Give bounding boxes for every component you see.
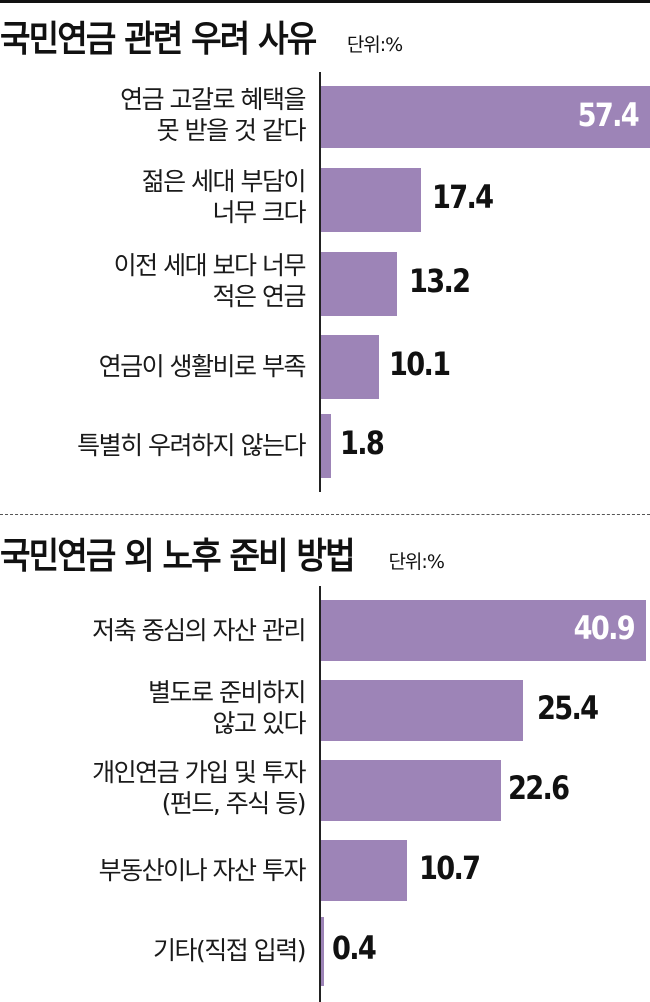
chart2-unit: 단위:%: [388, 551, 444, 573]
chart1-axis: [319, 72, 321, 492]
chart2-bar-2: [321, 760, 501, 821]
chart2-label-0: 저축 중심의 자산 관리: [92, 616, 306, 645]
chart2-bar-1: [321, 680, 523, 741]
chart1-header: 국민연금 관련 우려 사유 단위:%: [0, 10, 403, 62]
chart1-bar-4: [321, 414, 331, 478]
chart1-label-1: 젊은 세대 부담이 너무 크다: [141, 167, 307, 227]
chart2-label-1: 별도로 준비하지 않고 있다: [148, 678, 306, 738]
chart1-bar-3: [321, 335, 379, 399]
chart1-label-2: 이전 세대 보다 너무 적은 연금: [113, 251, 307, 311]
chart1-value-3: 10.1: [389, 345, 451, 383]
chart2-label-2: 개인연금 가입 및 투자 (펀드, 주식 등): [92, 758, 306, 818]
section-divider: [0, 514, 650, 515]
chart1-value-1: 17.4: [432, 178, 494, 216]
chart2-label-3: 부동산이나 자산 투자: [98, 856, 307, 885]
chart2-bar-0: [321, 600, 646, 661]
chart1-bar-1: [321, 168, 421, 232]
chart1-title: 국민연금 관련 우려 사유: [0, 19, 317, 60]
chart1-label-3: 연금이 생활비로 부족: [98, 352, 307, 381]
chart2-axis: [319, 586, 321, 1002]
chart1-label-0: 연금 고갈로 혜택을 못 받을 것 같다: [120, 85, 306, 145]
chart2-title: 국민연금 외 노후 준비 방법: [0, 536, 356, 577]
chart1-bar-2: [321, 252, 397, 316]
chart2-value-0: 40.9: [573, 609, 636, 647]
chart1-value-4: 1.8: [340, 424, 385, 462]
chart2-value-2: 22.6: [508, 769, 570, 807]
chart2-bar-4: [321, 917, 324, 986]
chart2-header: 국민연금 외 노후 준비 방법 단위:%: [0, 527, 445, 579]
chart1-value-0: 57.4: [577, 96, 640, 134]
chart1-bar-0: [321, 86, 650, 148]
top-rule: [0, 0, 650, 3]
chart2-value-4: 0.4: [332, 929, 377, 967]
chart2-value-1: 25.4: [537, 689, 599, 727]
chart2-value-3: 10.7: [419, 849, 481, 887]
chart2-bar-3: [321, 840, 407, 901]
chart1-label-4: 특별히 우려하지 않는다: [77, 431, 306, 460]
chart1-unit: 단위:%: [346, 34, 403, 56]
chart2-label-4: 기타(직접 입력): [153, 936, 306, 965]
chart1-value-2: 13.2: [409, 262, 471, 300]
